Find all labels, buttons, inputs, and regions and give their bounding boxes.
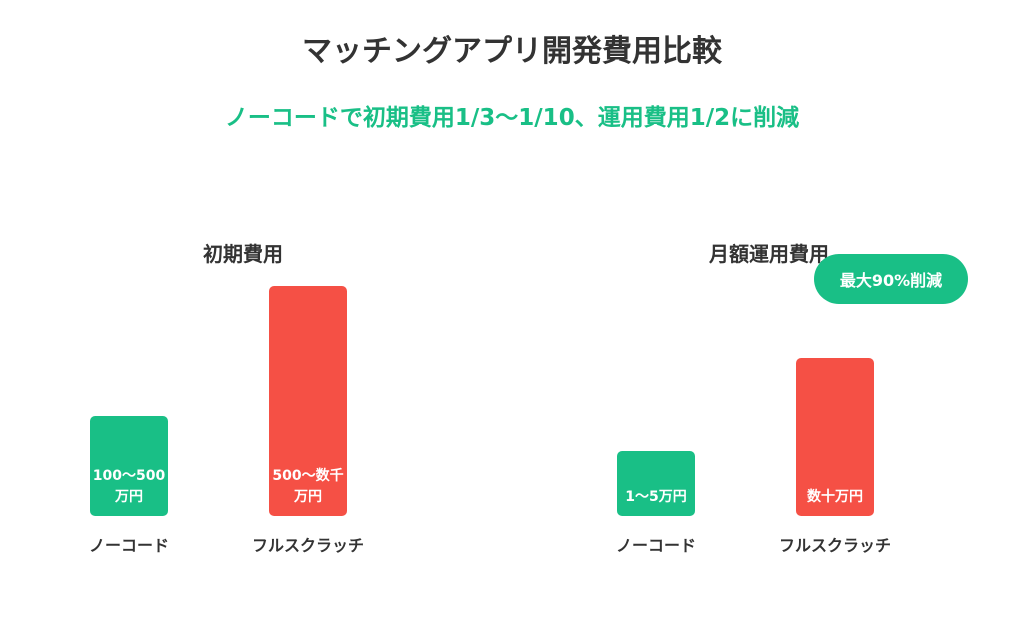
bar-value-label: 100〜500 万円 [92,468,166,505]
category-label: ノーコード [615,536,696,555]
chart-title-monthly: 月額運用費用 [709,242,829,266]
bar-nocode: 1〜5万円 [617,451,695,516]
bar-scratch: 数十万円 [796,358,874,516]
page-subtitle: ノーコードで初期費用1/3〜1/10、運用費用1/2に削減 [224,105,800,131]
reduction-badge: 最大90%削減 [814,254,968,304]
bar-scratch: 500〜数千 万円 [269,286,347,516]
category-label: フルスクラッチ [778,536,891,555]
category-label: フルスクラッチ [251,536,364,555]
bar-value-label: 500〜数千 万円 [272,468,344,505]
bar-value-label: 数十万円 [807,489,863,505]
bar-value-label: 1〜5万円 [625,489,687,505]
page-title: マッチングアプリ開発費用比較 [302,34,722,69]
chart-title-initial: 初期費用 [203,242,283,266]
bar-nocode: 100〜500 万円 [90,416,168,516]
category-label: ノーコード [88,536,169,555]
